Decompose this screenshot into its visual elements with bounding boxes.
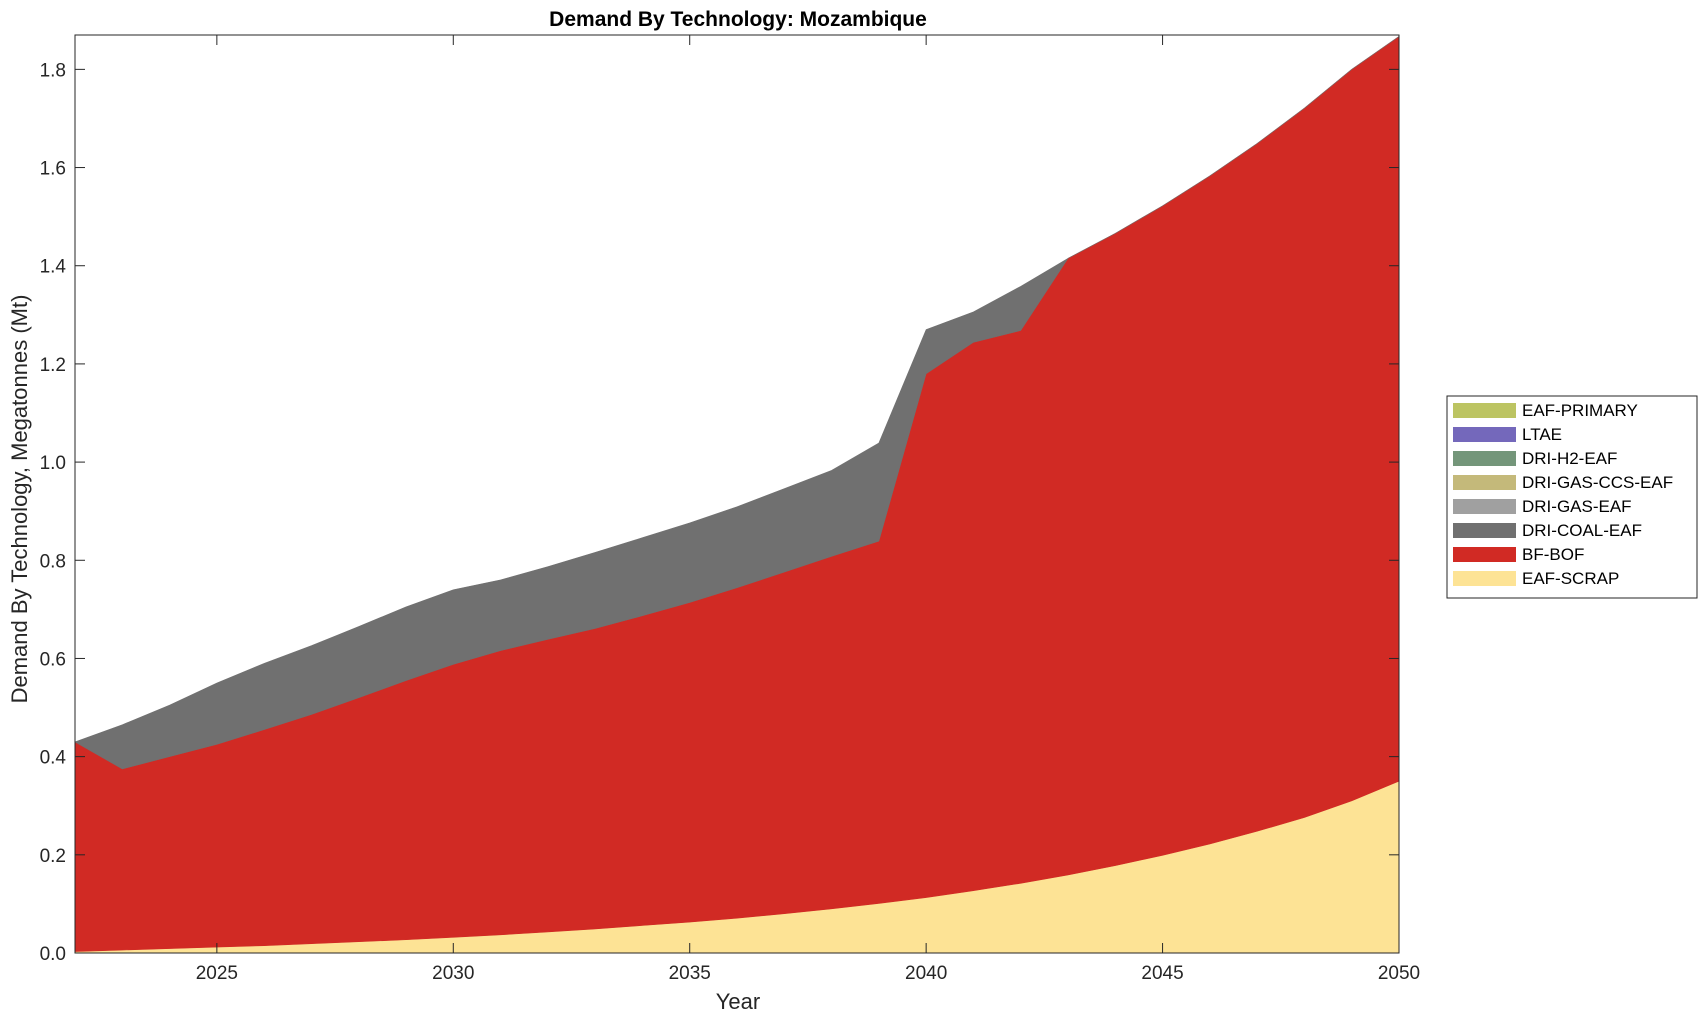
y-tick-label: 1.8: [40, 60, 66, 81]
legend-label-ltae: LTAE: [1522, 425, 1562, 444]
legend-swatch-dri-coal-eaf: [1453, 523, 1516, 538]
legend-swatch-dri-gas-eaf: [1453, 499, 1516, 514]
axes: 2025 2030 2035 2040 2045 2050 0.0 0.2 0.4 0.6 0.8 1…: [40, 34, 1420, 984]
y-tick-label: 1.0: [40, 453, 66, 474]
legend-swatch-eaf-primary: [1453, 403, 1516, 418]
y-tick-label: 1.2: [40, 355, 66, 376]
x-tick-label: 2030: [432, 963, 474, 984]
y-tick-label: 1.4: [40, 257, 67, 278]
x-tick-label: 2045: [1141, 963, 1183, 984]
legend-label-dri-gas-ccs-eaf: DRI-GAS-CCS-EAF: [1522, 473, 1673, 492]
area-bf-bof: [74, 35, 1400, 952]
x-tick-label: 2035: [669, 963, 711, 984]
plot-frame: [74, 34, 1400, 954]
legend-swatch-dri-gas-ccs-eaf: [1453, 475, 1516, 490]
x-tick-label: 2040: [905, 963, 947, 984]
x-axis-title: Year: [716, 989, 760, 1014]
y-tick-label: 0.8: [40, 551, 66, 572]
legend-label-dri-h2-eaf: DRI-H2-EAF: [1522, 449, 1617, 468]
legend-label-bf-bof: BF-BOF: [1522, 545, 1584, 564]
legend-swatch-eaf-scrap: [1453, 571, 1516, 586]
x-tick-label: 2050: [1378, 963, 1420, 984]
legend-swatch-bf-bof: [1453, 547, 1516, 562]
legend-swatch-ltae: [1453, 427, 1516, 442]
y-tick-label: 0.2: [40, 846, 66, 867]
chart-title: Demand By Technology: Mozambique: [549, 8, 927, 31]
legend-label-dri-gas-eaf: DRI-GAS-EAF: [1522, 497, 1632, 516]
x-tick-label: 2025: [196, 963, 238, 984]
y-tick-label: 1.6: [40, 159, 66, 180]
y-axis-title: Demand By Technology, Megatonnes (Mt): [7, 295, 32, 704]
legend: EAF-PRIMARY LTAE DRI-H2-EAF DRI-GAS-CCS-EAF…: [1446, 395, 1698, 599]
y-tick-label: 0.4: [40, 748, 67, 769]
y-tick-label: 0.6: [40, 649, 66, 670]
legend-label-dri-coal-eaf: DRI-COAL-EAF: [1522, 521, 1642, 540]
y-tick-label: 0.0: [40, 944, 66, 965]
legend-swatch-dri-h2-eaf: [1453, 451, 1516, 466]
legend-label-eaf-primary: EAF-PRIMARY: [1522, 401, 1638, 420]
area-series-group: [74, 35, 1400, 954]
legend-label-eaf-scrap: EAF-SCRAP: [1522, 569, 1619, 588]
